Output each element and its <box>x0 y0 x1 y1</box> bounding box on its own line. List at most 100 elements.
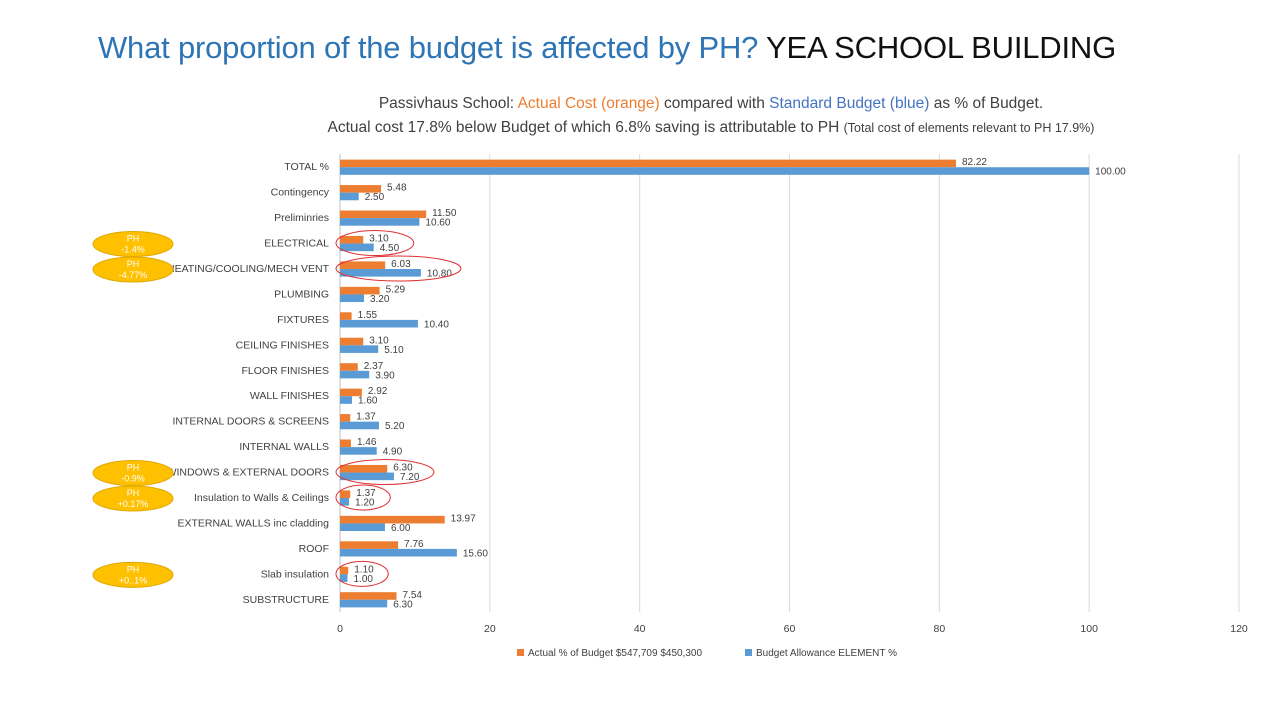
subtitle-line-1: Passivhaus School: Actual Cost (orange) … <box>0 95 1280 113</box>
highlight-ellipse <box>335 230 415 257</box>
budget-value-label: 1.60 <box>358 396 378 407</box>
category-label-internal-doors-screens: INTERNAL DOORS & SCREENS <box>172 416 329 428</box>
budget-value-label: 2.50 <box>365 192 385 203</box>
budget-bar-slab-insulation <box>340 574 348 582</box>
budget-value-label: 4.90 <box>383 447 403 458</box>
category-label-floor-finishes: FLOOR FINISHES <box>241 365 329 377</box>
subtitle-line-2: Actual cost 17.8% below Budget of which … <box>0 119 1280 137</box>
gridlines: 0 20 40 60 80 100 120 <box>337 154 1248 635</box>
legend-label: Actual % of Budget $547,709 $450,300 <box>528 648 702 659</box>
category-label-slab-insulation: Slab insulation <box>261 568 329 580</box>
actual-value-label: 7.54 <box>402 590 422 601</box>
budget-value-label: 3.20 <box>370 294 390 305</box>
actual-value-label: 5.48 <box>387 183 407 194</box>
ph-badge-value: -1.4% <box>121 245 145 255</box>
budget-value-label: 100.00 <box>1095 167 1126 178</box>
actual-value-label: 1.46 <box>357 437 377 448</box>
actual-bar-electrical <box>340 235 364 244</box>
x-tick-label: 60 <box>784 623 796 635</box>
ph-badge <box>92 485 174 512</box>
ph-badge <box>92 561 174 588</box>
category-label-total: TOTAL % <box>284 161 329 173</box>
actual-bar-internal-walls <box>340 439 351 448</box>
actual-bar-wall-finishes <box>340 388 362 397</box>
budget-bar-internal-doors-screens <box>340 421 379 430</box>
budget-bar-total <box>340 167 1090 175</box>
x-tick-label: 40 <box>634 623 646 635</box>
budget-value-label: 6.30 <box>393 599 413 610</box>
actual-bar-total <box>340 159 956 168</box>
budget-value-label: 5.20 <box>385 421 405 432</box>
actual-bar-insulation-to-walls-ceilings <box>340 490 351 498</box>
ph-badge-value: -4.77% <box>119 270 148 280</box>
actual-bar-preliminries <box>340 210 427 219</box>
ph-badge-value: +0.17% <box>118 499 149 509</box>
ph-badge-value: +0..1% <box>119 575 147 585</box>
subtitle-1-actual-cost: Actual Cost (orange) <box>517 95 660 112</box>
budget-bar-internal-walls <box>340 447 377 455</box>
x-tick-label: 100 <box>1080 623 1098 635</box>
category-label-preliminries: Preliminries <box>274 212 329 224</box>
category-label-wall-finishes: WALL FINISHES <box>250 390 329 402</box>
actual-value-label: 1.37 <box>356 412 376 423</box>
budget-bar-ceiling-finishes <box>340 345 379 353</box>
subtitle-1-mid: compared with <box>659 95 770 112</box>
budget-bar-windows-external-doors <box>340 472 394 481</box>
actual-value-label: 3.10 <box>369 234 389 245</box>
subtitle-1-prefix: Passivhaus School: <box>378 95 518 112</box>
ph-badge-value: -0.9% <box>121 474 145 484</box>
ph-badge-label: PH <box>127 463 140 473</box>
highlight-ellipse <box>335 484 391 511</box>
budget-bar-fixtures <box>340 319 418 328</box>
subtitle-2-main: Actual cost 17.8% below Budget of which … <box>327 119 844 136</box>
actual-value-label: 13.97 <box>451 513 476 524</box>
ph-badge <box>92 256 174 283</box>
labels: TOTAL % 82.22 100.00 Contingency 5.482.50 Pre… <box>167 157 1127 610</box>
budget-bar-plumbing <box>340 294 364 303</box>
budget-value-label: 6.00 <box>391 523 411 534</box>
legend-label: Budget Allowance ELEMENT % <box>756 648 897 659</box>
actual-value-label: 1.55 <box>358 310 378 321</box>
actual-bar-substructure <box>340 592 397 600</box>
category-label-roof: ROOF <box>299 543 329 555</box>
budget-value-label: 10.60 <box>425 218 450 229</box>
budget-bar-electrical <box>340 243 374 252</box>
actual-value-label: 2.92 <box>368 386 388 397</box>
highlight-ellipse <box>335 459 435 486</box>
budget-value-label: 10.40 <box>424 319 449 330</box>
highlight-ellipse <box>335 255 462 282</box>
category-label-windows-external-doors: WINDOWS & EXTERNAL DOORS <box>167 467 329 479</box>
budget-bar-external-walls-inc-cladding <box>340 523 385 532</box>
actual-value-label: 11.50 <box>432 208 457 219</box>
category-label-fixtures: FIXTURES <box>277 314 329 326</box>
legend-swatch <box>517 649 524 656</box>
actual-bar-floor-finishes <box>340 363 358 371</box>
actual-value-label: 6.03 <box>391 259 411 270</box>
category-label-contingency: Contingency <box>271 187 330 199</box>
actual-bar-slab-insulation <box>340 566 349 575</box>
actual-bar-windows-external-doors <box>340 464 388 473</box>
ph-badge-label: PH <box>127 259 140 269</box>
actual-bar-plumbing <box>340 286 380 295</box>
annotations: PH-1.4%PH-4.77%PH-0.9%PH+0.17%PH+0..1% <box>92 230 462 588</box>
title-main: What proportion of the budget is affecte… <box>98 30 759 65</box>
category-label-internal-walls: INTERNAL WALLS <box>239 441 329 453</box>
actual-value-label: 2.37 <box>364 361 384 372</box>
actual-bar-internal-doors-screens <box>340 414 351 422</box>
budget-value-label: 1.20 <box>355 498 375 509</box>
actual-value-label: 1.37 <box>356 488 376 499</box>
budget-value-label: 1.00 <box>353 574 373 585</box>
budget-bar-preliminries <box>340 218 420 226</box>
category-label-ceiling-finishes: CEILING FINISHES <box>236 339 329 351</box>
legend-swatch <box>745 649 752 656</box>
budget-value-label: 5.10 <box>384 345 404 356</box>
actual-bar-ceiling-finishes <box>340 337 364 346</box>
actual-value-label: 6.30 <box>393 463 413 474</box>
x-tick-label: 120 <box>1230 623 1248 635</box>
actual-bar-contingency <box>340 185 382 193</box>
budget-value-label: 3.90 <box>375 370 395 381</box>
budget-bar-floor-finishes <box>340 370 370 379</box>
actual-value-label: 5.29 <box>386 284 406 295</box>
budget-bar-insulation-to-walls-ceilings <box>340 498 349 506</box>
